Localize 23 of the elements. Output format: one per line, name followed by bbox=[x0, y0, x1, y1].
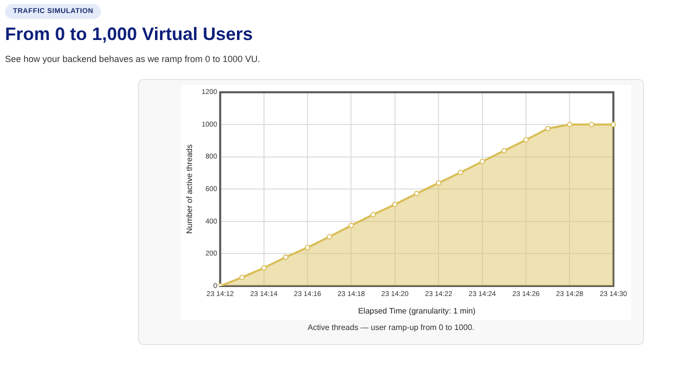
point bbox=[326, 234, 332, 240]
point bbox=[523, 137, 529, 143]
chart-title: From 0 to 1,000 Virtual Users bbox=[5, 24, 253, 45]
point bbox=[392, 202, 398, 208]
point bbox=[436, 180, 442, 186]
y-axis-title: Number of active threads bbox=[185, 144, 194, 234]
point bbox=[414, 190, 420, 196]
point bbox=[458, 170, 464, 176]
point bbox=[304, 244, 310, 250]
point bbox=[545, 126, 551, 132]
point bbox=[480, 158, 486, 164]
point bbox=[348, 222, 354, 228]
x-axis-title: Elapsed Time (granularity: 1 min) bbox=[358, 306, 476, 316]
point bbox=[370, 212, 376, 218]
point bbox=[566, 122, 572, 128]
text: Active threads — user ramp-up from 0 to 1000. bbox=[306, 323, 476, 332]
text: See how your backend behaves as we ramp from 0 to 1000 VU. bbox=[5, 54, 260, 64]
point bbox=[610, 122, 616, 128]
point bbox=[501, 148, 507, 154]
point bbox=[588, 122, 594, 128]
point bbox=[261, 265, 267, 271]
point bbox=[283, 254, 288, 260]
point bbox=[239, 274, 245, 280]
